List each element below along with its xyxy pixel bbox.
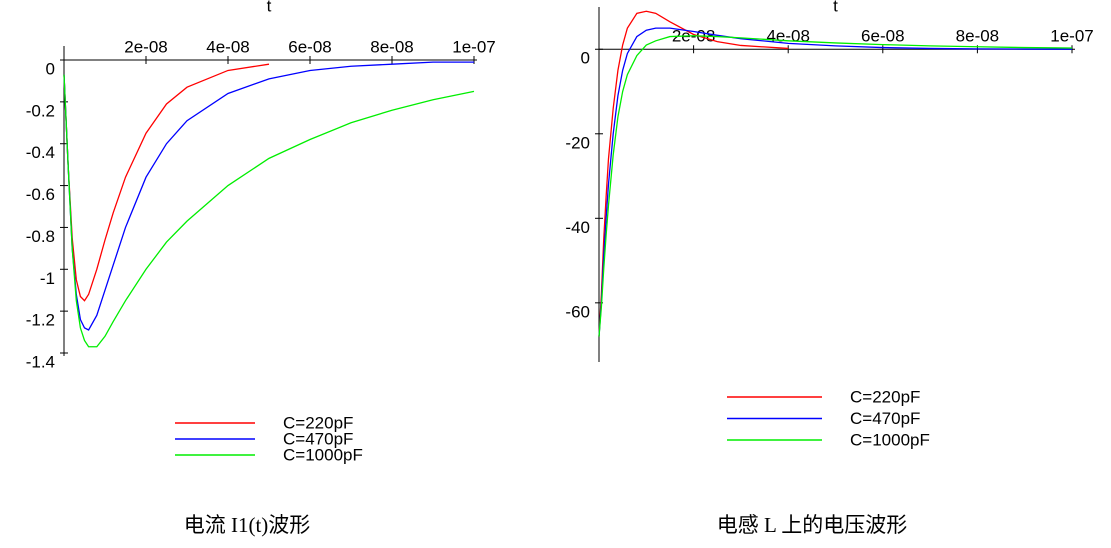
legend-label: C=470pF <box>850 409 920 428</box>
y-tick-label: 0 <box>46 59 55 78</box>
line-series <box>63 63 270 302</box>
y-tick-label: -60 <box>565 302 590 321</box>
line-series <box>598 10 789 337</box>
caption: 电感 L 上的电压波形 <box>717 513 908 537</box>
legend-label: C=220pF <box>283 413 353 432</box>
y-tick-label: -1 <box>40 269 55 288</box>
x-tick-label: 4e-08 <box>206 37 249 56</box>
x-tick-label: 1e-07 <box>452 37 495 56</box>
y-tick-label: -0.2 <box>26 101 55 120</box>
x-tick-label: 1e-07 <box>1050 27 1093 46</box>
line-series <box>598 35 1073 337</box>
y-tick-label: -1.4 <box>26 352 55 371</box>
x-tick-label: 6e-08 <box>288 37 331 56</box>
x-tick-label: 6e-08 <box>861 27 904 46</box>
y-tick-label: -1.2 <box>26 311 55 330</box>
line-series <box>63 61 474 331</box>
line-series <box>63 74 475 348</box>
legend-label: C=1000pF <box>850 430 930 449</box>
legend-label: C=220pF <box>850 387 920 406</box>
line-series <box>598 27 1073 337</box>
x-tick-label: 8e-08 <box>370 37 413 56</box>
y-tick-label: -0.6 <box>26 185 55 204</box>
y-tick-label: -40 <box>565 218 590 237</box>
y-tick-label: -0.4 <box>26 143 55 162</box>
y-tick-label: -0.8 <box>26 227 55 246</box>
x-axis-label: t <box>833 0 838 15</box>
x-tick-label: 8e-08 <box>956 27 999 46</box>
x-axis-label: t <box>267 0 272 15</box>
y-tick-label: -20 <box>565 133 590 152</box>
y-tick-label: 0 <box>581 49 590 68</box>
caption: 电流 I1(t)波形 <box>184 513 311 537</box>
legend-label: C=1000pF <box>283 445 363 464</box>
legend-label: C=470pF <box>283 429 353 448</box>
x-tick-label: 2e-08 <box>124 37 167 56</box>
